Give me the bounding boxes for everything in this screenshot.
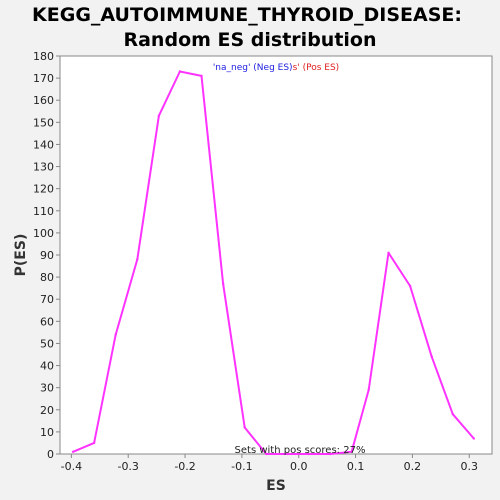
y-tick-label: 40 (40, 360, 54, 373)
x-tick-label: 0.2 (404, 460, 422, 473)
data-point (221, 282, 225, 285)
y-tick-label: 80 (40, 271, 54, 284)
y-tick-label: 60 (40, 315, 54, 328)
y-axis-label: P(ES) (13, 234, 29, 277)
x-tick-label: 0.0 (290, 460, 308, 473)
data-point (472, 437, 476, 440)
y-tick-label: 10 (40, 426, 54, 439)
legend-pos-label: s' (Pos ES) (293, 63, 340, 73)
plot-area (59, 55, 493, 455)
data-point (157, 114, 161, 117)
data-point (114, 333, 117, 336)
data-point (92, 441, 96, 445)
y-tick-label: 170 (33, 72, 54, 85)
data-point (71, 450, 75, 453)
chart-title-line2: Random ES distribution (123, 29, 376, 51)
y-tick-label: 100 (33, 227, 54, 240)
x-axis-label: ES (266, 478, 286, 494)
data-point (367, 388, 370, 392)
y-tick-label: 140 (33, 138, 54, 151)
x-tick-label: -0.4 (61, 460, 82, 473)
y-tick-label: 160 (33, 94, 54, 107)
y-axis-ticks: 0 10 20 30 40 50 60 70 80 90 100 110 120 130 140 150 160… (33, 50, 60, 461)
data-point (200, 74, 203, 78)
data-point (451, 413, 454, 416)
x-axis-ticks: -0.4 -0.3 -0.2 -0.1 0.0 0.1 0.2 0.3 (61, 454, 478, 473)
data-point (265, 452, 268, 456)
y-tick-label: 130 (33, 161, 54, 174)
data-point (430, 355, 433, 358)
data-point (286, 452, 289, 456)
series-line (72, 70, 475, 455)
y-tick-label: 90 (40, 249, 54, 262)
y-tick-label: 180 (33, 50, 54, 63)
y-tick-label: 120 (33, 183, 54, 196)
data-point (408, 284, 412, 288)
x-tick-label: 0.3 (461, 460, 479, 473)
x-tick-label: -0.3 (117, 460, 138, 473)
data-point (178, 70, 182, 73)
x-tick-label: -0.1 (231, 460, 252, 473)
legend: 'na_neg' (Neg ES)s' (Pos ES) (213, 63, 339, 73)
data-point (387, 251, 390, 254)
y-tick-label: 30 (40, 382, 54, 395)
data-point (329, 452, 332, 456)
data-point (243, 426, 246, 429)
y-tick-label: 20 (40, 404, 54, 417)
data-point (350, 450, 353, 453)
pos-scores-annotation: Sets with pos scores: 27% (235, 445, 366, 456)
legend-neg-label: 'na_neg' (Neg ES) (213, 63, 293, 73)
chart-title-line1: KEGG_AUTOIMMUNE_THYROID_DISEASE: (32, 4, 462, 26)
x-tick-label: 0.1 (347, 460, 365, 473)
data-point (307, 452, 311, 456)
y-tick-label: 110 (33, 205, 54, 218)
x-tick-label: -0.2 (174, 460, 195, 473)
y-tick-label: 50 (40, 337, 54, 350)
series-points (71, 70, 476, 456)
y-tick-label: 150 (33, 116, 54, 129)
y-tick-label: 0 (47, 448, 54, 461)
data-point (136, 258, 139, 261)
y-tick-label: 70 (40, 293, 54, 306)
